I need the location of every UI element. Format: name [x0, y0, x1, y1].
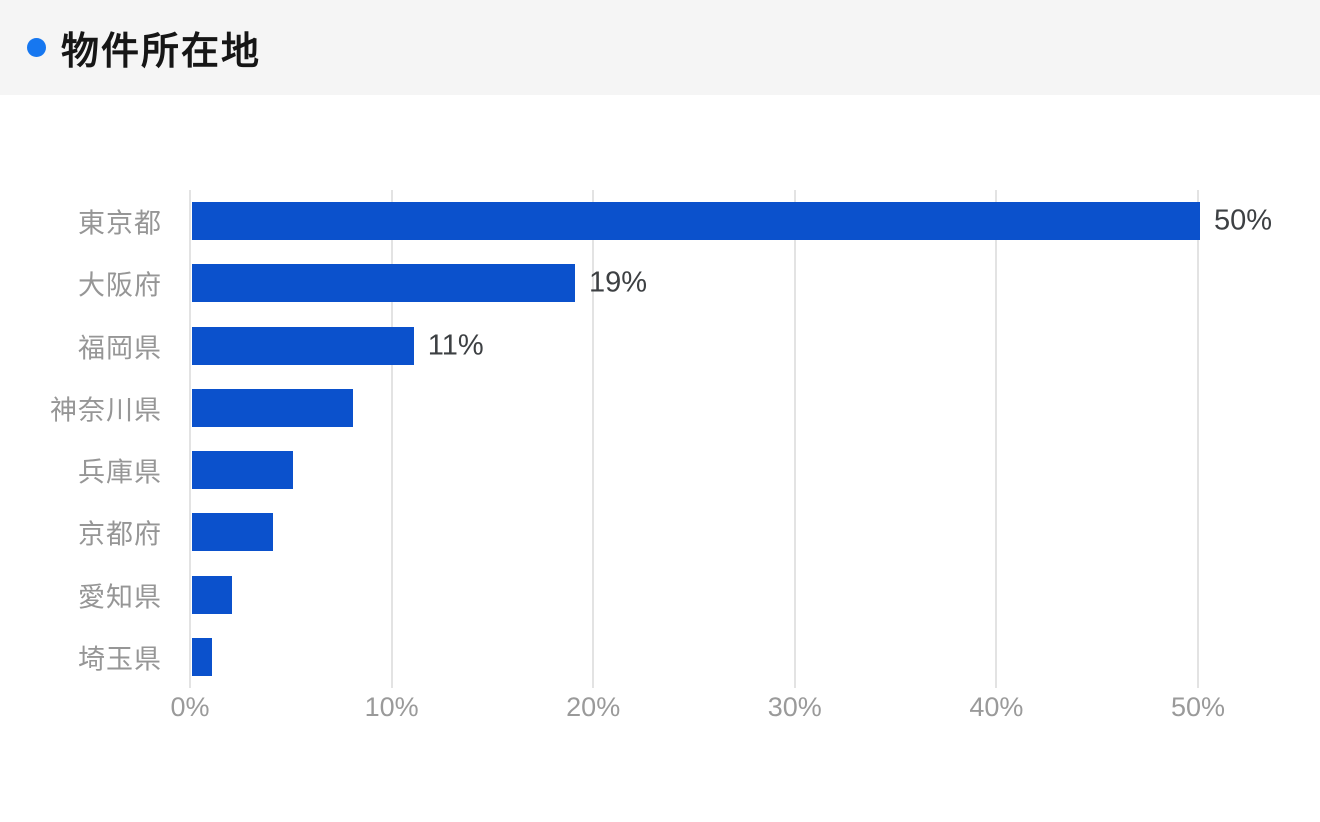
gridline-50 — [1197, 190, 1199, 688]
category-label: 兵庫県 — [78, 457, 162, 488]
bar-兵庫県[interactable] — [192, 451, 293, 490]
x-tick-label: 30% — [767, 692, 822, 722]
chart-row: 京都府 — [0, 501, 1198, 563]
value-label: 19% — [589, 266, 648, 299]
category-label: 大阪府 — [78, 270, 162, 301]
x-tick-label: 50% — [1170, 692, 1226, 722]
plot-area: 東京都 50% 大阪府 19% 福岡県 11% 神奈川県兵庫県京都府愛知県埼玉県 — [50, 190, 1272, 688]
category-label: 京都府 — [78, 519, 162, 550]
bar-神奈川県[interactable] — [192, 388, 354, 427]
gridline-40 — [995, 190, 998, 688]
category-label: 愛知県 — [78, 582, 162, 613]
bar-福岡県[interactable] — [192, 326, 414, 365]
chart-row: 愛知県 — [0, 564, 1198, 626]
chart-row: 東京都 50% — [0, 190, 1272, 252]
x-tick-label: 40% — [969, 692, 1024, 722]
bar-大阪府[interactable] — [192, 264, 576, 303]
value-label: 50% — [1214, 204, 1273, 237]
category-label: 東京都 — [78, 208, 162, 239]
chart-row: 神奈川県 — [0, 377, 1198, 439]
bar-愛知県[interactable] — [192, 575, 233, 614]
chart-row: 福岡県 11% — [0, 315, 1198, 377]
bar-京都府[interactable] — [192, 513, 273, 552]
x-tick-label: 10% — [364, 692, 419, 722]
bullet-icon — [27, 38, 46, 57]
x-axis: 0% 10% 20% 30% 40% 50% — [170, 692, 1225, 732]
x-tick-label: 0% — [170, 692, 210, 722]
chart-rows: 東京都 50% 大阪府 19% 福岡県 11% 神奈川県兵庫県京都府愛知県埼玉県 — [0, 190, 1272, 688]
chart-row: 大阪府 19% — [0, 252, 1198, 314]
chart-row: 埼玉県 — [0, 626, 1198, 688]
chart-row: 兵庫県 — [0, 439, 1198, 501]
section-header: 物件所在地 — [0, 0, 1320, 95]
x-tick-label: 20% — [566, 692, 621, 722]
bar-埼玉県[interactable] — [192, 637, 213, 676]
gridlines — [189, 190, 1199, 688]
category-label: 福岡県 — [78, 333, 162, 364]
bar-東京都[interactable] — [192, 202, 1200, 241]
gridline-0 — [189, 190, 191, 688]
gridline-20 — [592, 190, 595, 688]
page-title: 物件所在地 — [61, 31, 262, 73]
category-label: 神奈川県 — [50, 395, 162, 426]
value-label: 11% — [427, 329, 484, 362]
category-label: 埼玉県 — [78, 644, 162, 675]
gridline-30 — [793, 190, 796, 688]
gridline-10 — [390, 190, 393, 688]
